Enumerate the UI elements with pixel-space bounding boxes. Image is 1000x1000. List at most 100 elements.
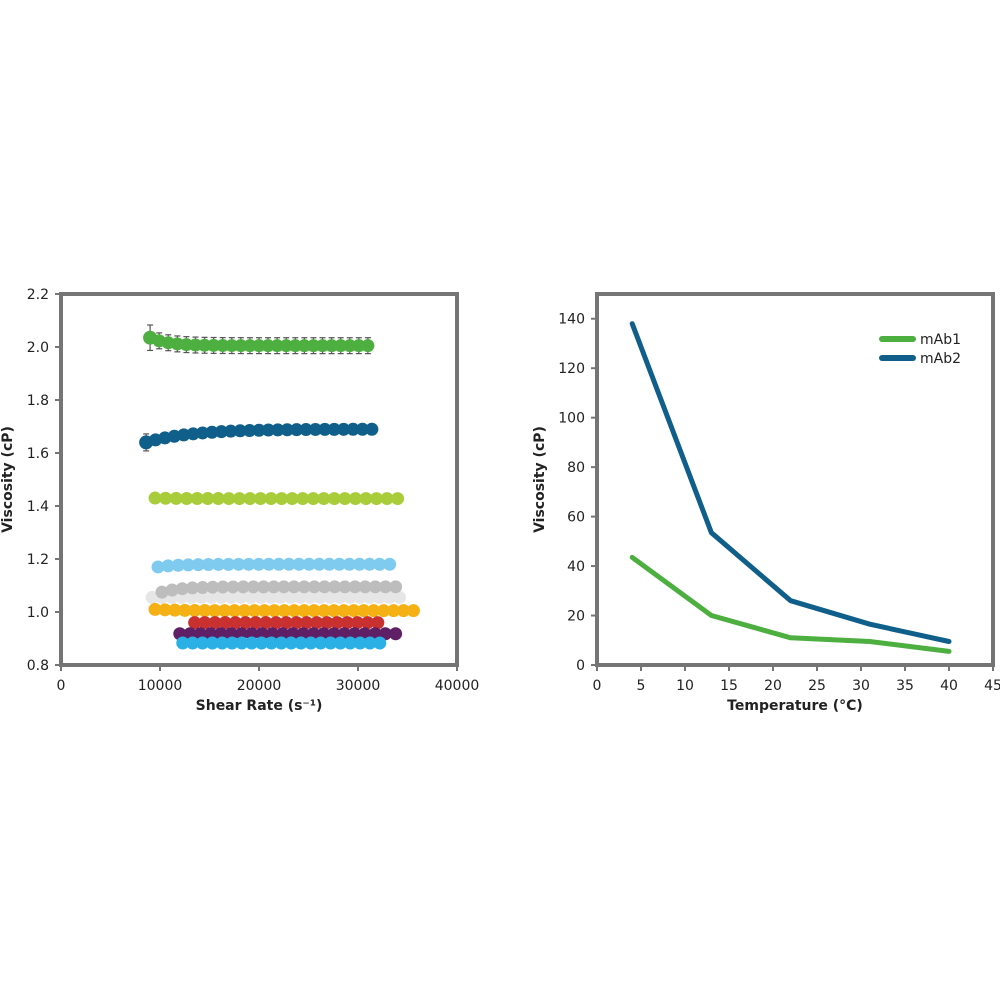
data-point	[252, 339, 266, 353]
data-point	[208, 616, 222, 630]
y-tick-label: 60	[567, 510, 585, 526]
y-axis-label: Viscosity (cP)	[532, 426, 548, 533]
data-point	[363, 590, 377, 604]
data-point	[226, 580, 240, 594]
data-point	[279, 339, 293, 353]
y-axis-label: Viscosity (cP)	[0, 426, 16, 533]
data-point	[325, 339, 339, 353]
data-point	[306, 492, 320, 506]
data-point	[261, 339, 275, 353]
data-point	[242, 557, 256, 571]
data-point	[267, 580, 281, 594]
y-tick-label: 2.2	[27, 287, 49, 303]
data-point	[176, 636, 190, 650]
data-point	[249, 616, 263, 630]
data-point	[370, 492, 384, 506]
data-point	[205, 425, 219, 439]
data-point	[188, 616, 202, 630]
y-tick-label: 100	[558, 411, 585, 427]
data-point	[378, 580, 392, 594]
plot-frame	[595, 292, 995, 667]
data-point	[389, 580, 403, 594]
data-point	[218, 616, 232, 630]
data-point	[359, 492, 373, 506]
data-point	[145, 590, 159, 604]
data-point	[292, 557, 306, 571]
data-point	[262, 557, 276, 571]
data-point	[234, 339, 248, 353]
data-point	[310, 616, 324, 630]
data-point	[148, 602, 162, 616]
data-point	[264, 636, 278, 650]
data-point	[180, 491, 194, 505]
data-point	[343, 590, 357, 604]
data-point	[371, 616, 385, 630]
data-point	[308, 422, 322, 436]
data-point	[222, 557, 236, 571]
data-point	[207, 338, 221, 352]
data-point	[348, 580, 362, 594]
data-point	[186, 427, 200, 441]
data-point	[342, 557, 356, 571]
data-point	[313, 590, 327, 604]
data-point	[215, 636, 229, 650]
data-point	[233, 424, 247, 438]
data-point	[317, 604, 331, 618]
data-point	[290, 423, 304, 437]
data-point	[346, 422, 360, 436]
x-tick-label: 40000	[435, 678, 480, 694]
x-tick-label: 20000	[237, 678, 282, 694]
data-point	[340, 616, 354, 630]
data-point	[257, 580, 271, 594]
data-point	[348, 492, 362, 506]
data-point	[363, 636, 377, 650]
data-point	[303, 590, 317, 604]
series-light-blue	[151, 557, 397, 574]
data-point	[211, 557, 225, 571]
series-dark-blue	[139, 422, 379, 452]
data-point	[304, 636, 318, 650]
data-point	[368, 580, 382, 594]
data-point	[337, 604, 351, 618]
y-tick-label: 1.6	[27, 446, 49, 462]
data-point	[255, 636, 269, 650]
x-axis-label: Temperature (°C)	[727, 698, 863, 714]
data-point	[352, 339, 366, 353]
series-light-gray	[145, 590, 407, 604]
data-point	[257, 604, 271, 618]
data-point	[158, 603, 172, 617]
data-point	[243, 492, 257, 506]
data-point	[236, 580, 250, 594]
data-point	[190, 492, 204, 506]
x-tick-label: 30	[852, 678, 870, 694]
data-point	[155, 585, 169, 599]
data-point	[361, 339, 375, 353]
data-point	[302, 557, 316, 571]
data-point	[289, 616, 303, 630]
y-tick-label: 40	[567, 559, 585, 575]
x-tick-label: 10	[676, 678, 694, 694]
data-point	[294, 590, 308, 604]
series-orange	[148, 602, 420, 618]
data-point	[327, 422, 341, 436]
y-tick-label: 120	[558, 361, 585, 377]
data-point	[353, 590, 367, 604]
data-point	[355, 422, 369, 436]
data-point	[196, 580, 210, 594]
data-point	[218, 604, 232, 618]
data-point	[254, 492, 268, 506]
y-tick-label: 0	[576, 658, 585, 674]
data-point	[327, 604, 341, 618]
data-point	[322, 557, 336, 571]
data-point	[296, 492, 310, 506]
data-point	[274, 636, 288, 650]
data-point	[287, 604, 301, 618]
data-point	[235, 636, 249, 650]
y-tick-label: 80	[567, 460, 585, 476]
data-point	[165, 583, 179, 597]
data-point	[252, 557, 266, 571]
data-point	[272, 557, 286, 571]
data-point	[383, 590, 397, 604]
data-point	[148, 491, 162, 505]
data-point	[205, 636, 219, 650]
